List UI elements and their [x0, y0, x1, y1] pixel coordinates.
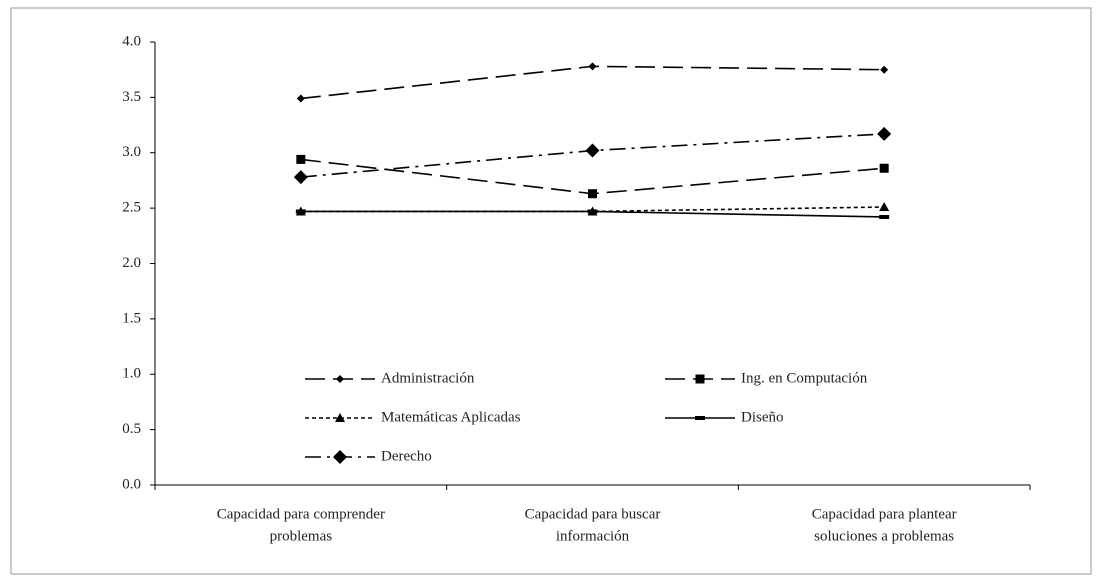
legend-marker: [335, 413, 345, 422]
y-tick-label: 2.5: [122, 200, 141, 216]
y-tick-label: 3.0: [122, 144, 141, 160]
series-line: [300, 206, 885, 213]
legend-label: Derecho: [381, 448, 432, 464]
y-tick-label: 3.5: [122, 89, 141, 105]
x-tick-label: problemas: [270, 528, 333, 544]
y-tick-label: 0.5: [122, 421, 141, 437]
y-tick-label: 1.0: [122, 366, 141, 382]
x-tick-label: soluciones a problemas: [814, 528, 954, 544]
y-tick-label: 2.0: [122, 255, 141, 271]
x-tick-label: Capacidad para buscar: [525, 506, 661, 522]
point: [585, 143, 600, 158]
point: [293, 170, 308, 185]
legend-marker: [336, 375, 344, 383]
point: [879, 214, 890, 219]
point: [295, 209, 306, 214]
y-tick-label: 1.5: [122, 310, 141, 326]
legend-label: Matemáticas Aplicadas: [381, 409, 521, 425]
series-line: [300, 158, 885, 195]
x-tick-label: Capacidad para comprender: [217, 506, 385, 522]
point: [588, 62, 597, 71]
legend-marker: [695, 416, 705, 420]
legend-marker: [695, 374, 705, 384]
legend-marker: [333, 450, 347, 464]
y-tick-label: 4.0: [122, 33, 141, 49]
frame: [10, 7, 1092, 575]
legend-label: Administración: [381, 370, 475, 386]
point: [879, 202, 890, 212]
point: [296, 94, 305, 103]
point: [877, 126, 892, 141]
point: [587, 209, 598, 214]
point: [880, 65, 889, 74]
point: [588, 189, 597, 199]
point: [296, 154, 306, 164]
x-tick-label: información: [556, 528, 630, 544]
series-line: [300, 65, 885, 100]
y-tick-label: 0.0: [122, 476, 141, 492]
point: [879, 163, 889, 173]
x-tick-label: Capacidad para plantear: [812, 506, 957, 522]
legend-label: Ing. en Computación: [741, 370, 868, 386]
legend-label: Diseño: [741, 409, 784, 425]
